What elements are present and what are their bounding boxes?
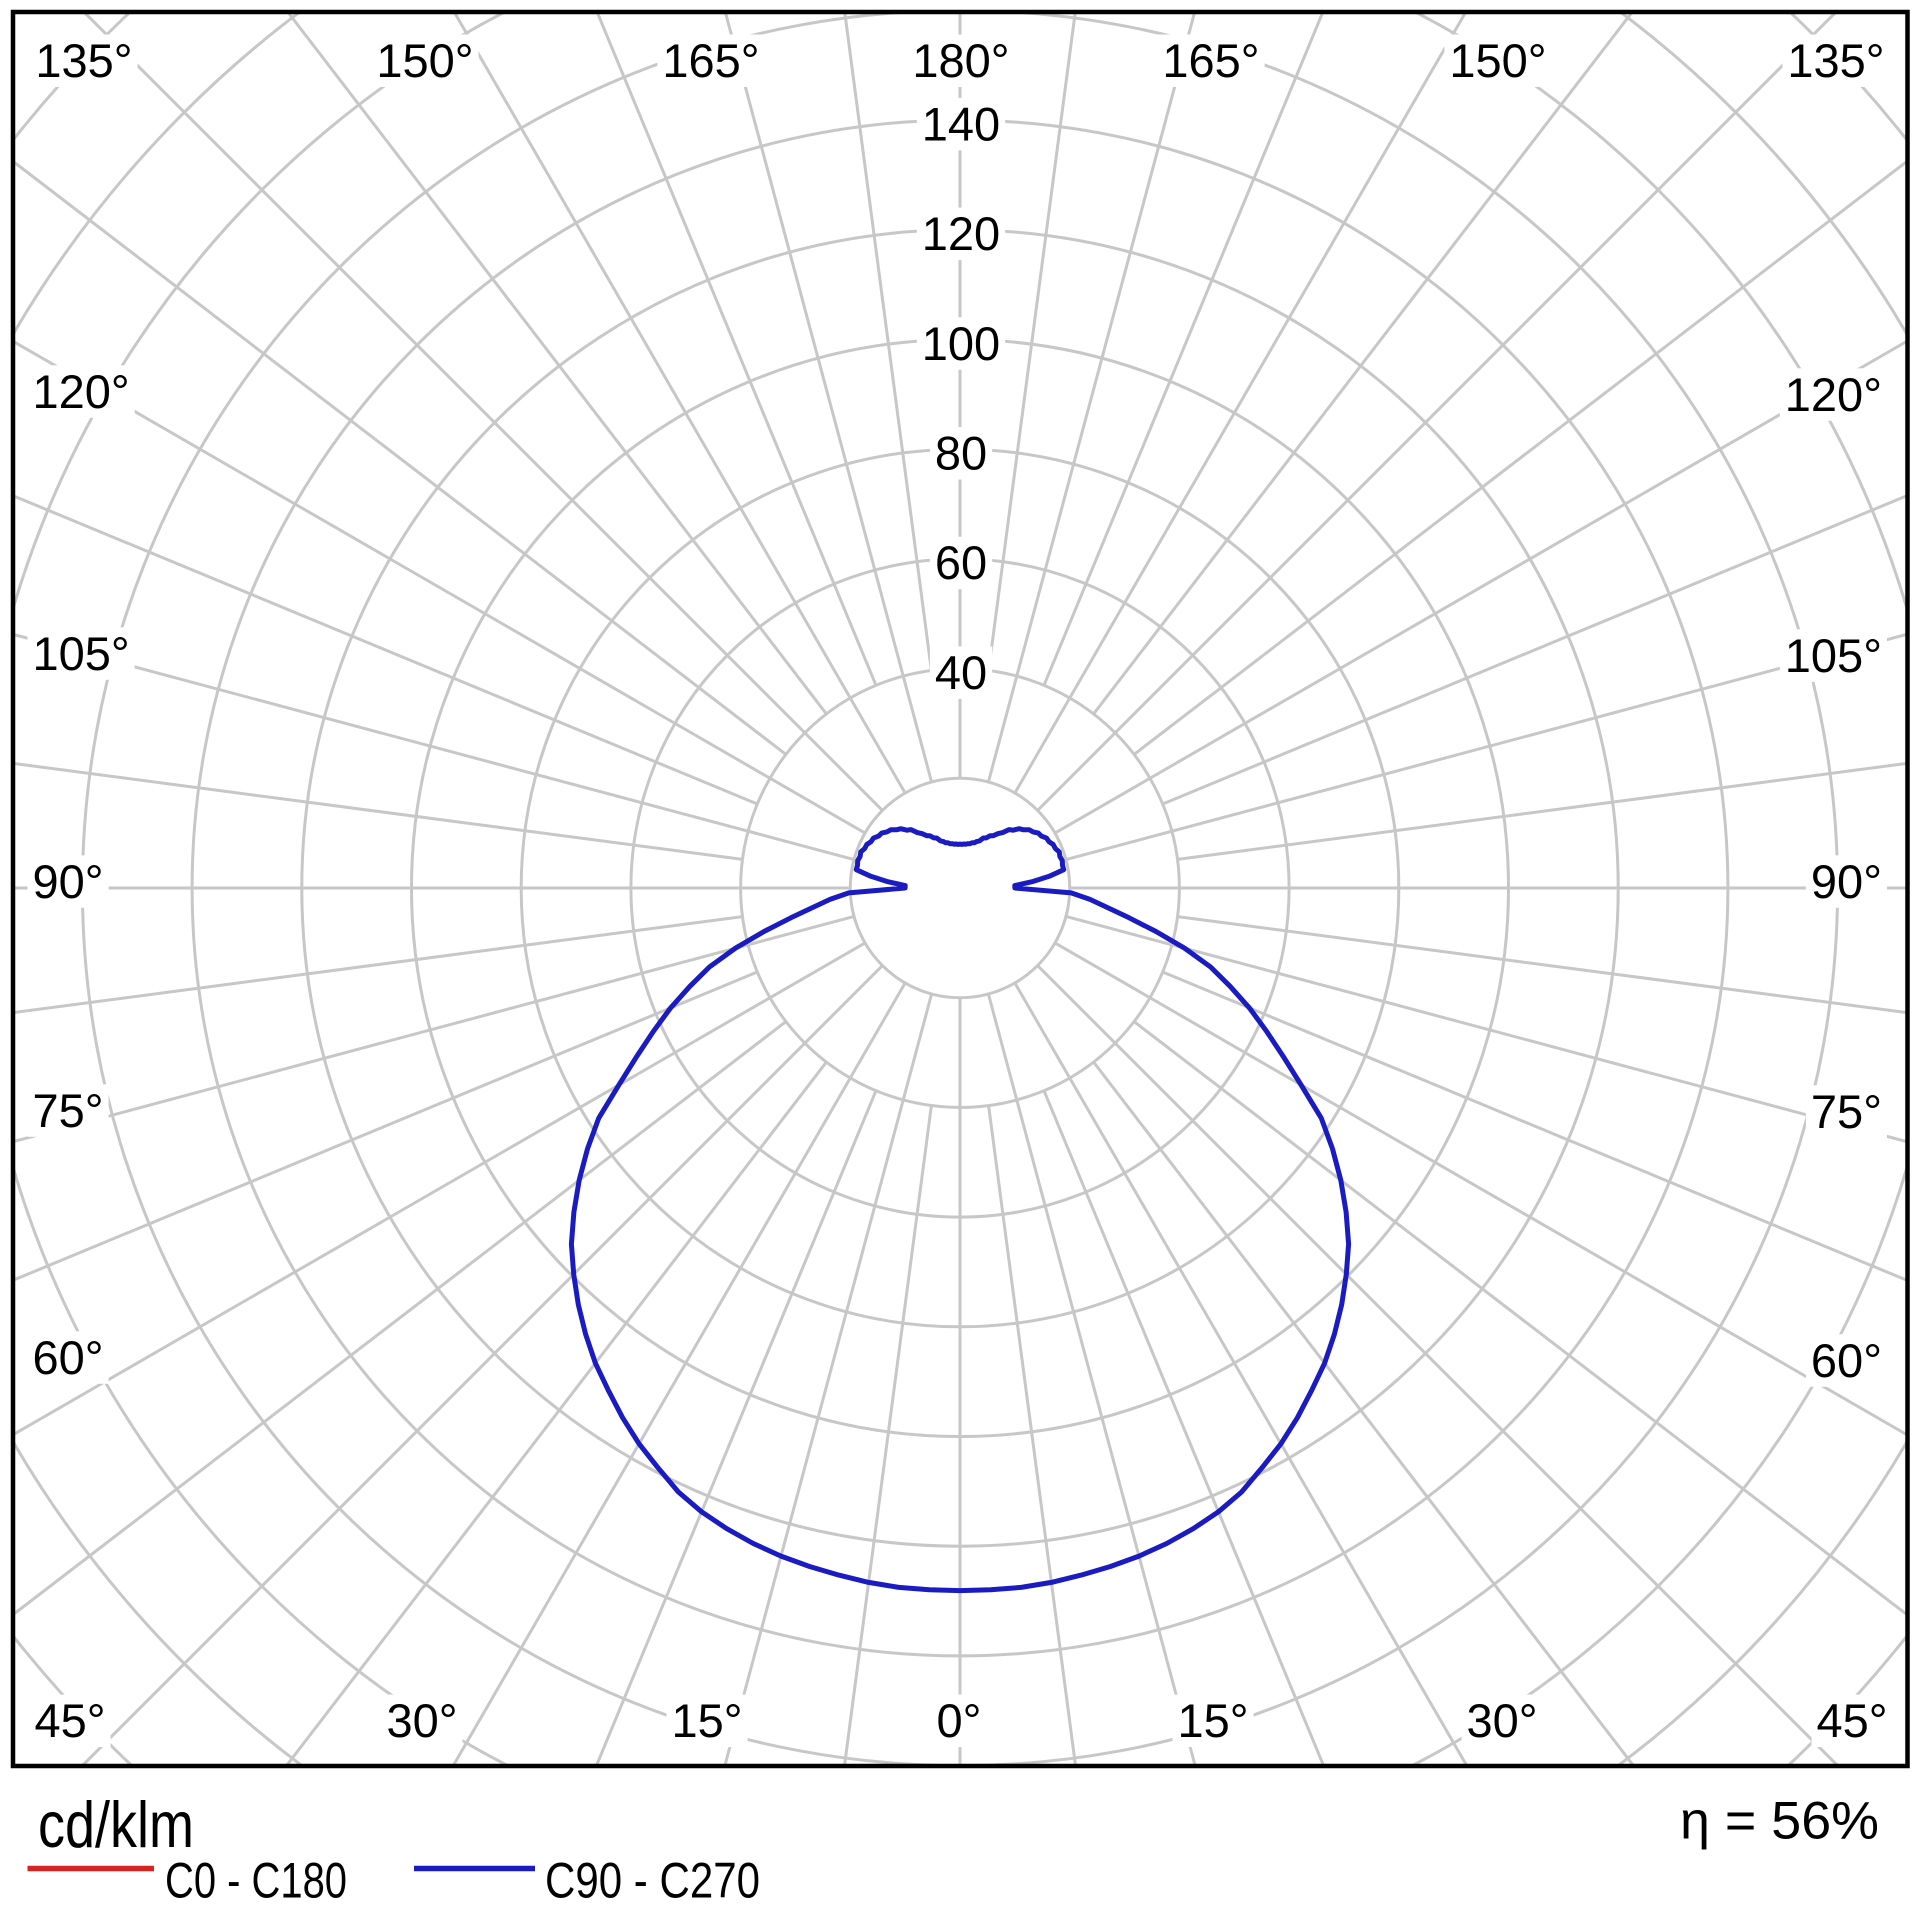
svg-text:180°: 180° [912,34,1009,87]
svg-text:0°: 0° [937,1694,982,1747]
svg-text:15°: 15° [1177,1694,1248,1747]
svg-text:90°: 90° [33,855,104,908]
svg-text:165°: 165° [1162,34,1259,87]
svg-text:120°: 120° [33,365,130,418]
svg-text:30°: 30° [386,1694,457,1747]
svg-text:60°: 60° [33,1331,104,1384]
svg-text:140: 140 [922,97,1000,150]
svg-text:90°: 90° [1811,855,1882,908]
svg-text:60°: 60° [1811,1334,1882,1387]
svg-text:45°: 45° [34,1694,105,1747]
svg-text:150°: 150° [1449,34,1546,87]
svg-text:40: 40 [935,646,987,699]
svg-text:C0 - C180: C0 - C180 [165,1853,347,1909]
svg-text:η = 56%: η = 56% [1680,1792,1879,1851]
svg-text:45°: 45° [1816,1694,1887,1747]
svg-text:15°: 15° [671,1694,742,1747]
svg-text:C90 - C270: C90 - C270 [545,1853,760,1909]
svg-text:105°: 105° [33,627,130,680]
svg-text:30°: 30° [1466,1694,1537,1747]
svg-text:75°: 75° [33,1084,104,1137]
svg-text:60: 60 [935,536,987,589]
svg-text:75°: 75° [1811,1085,1882,1138]
svg-text:165°: 165° [662,34,759,87]
svg-text:135°: 135° [1787,34,1884,87]
svg-text:135°: 135° [35,34,132,87]
svg-text:120°: 120° [1785,368,1882,421]
svg-text:120: 120 [922,207,1000,260]
svg-text:100: 100 [922,317,1000,370]
svg-text:80: 80 [935,427,987,480]
svg-text:105°: 105° [1785,629,1882,682]
svg-text:150°: 150° [376,34,473,87]
svg-text:cd/klm: cd/klm [38,1788,194,1861]
